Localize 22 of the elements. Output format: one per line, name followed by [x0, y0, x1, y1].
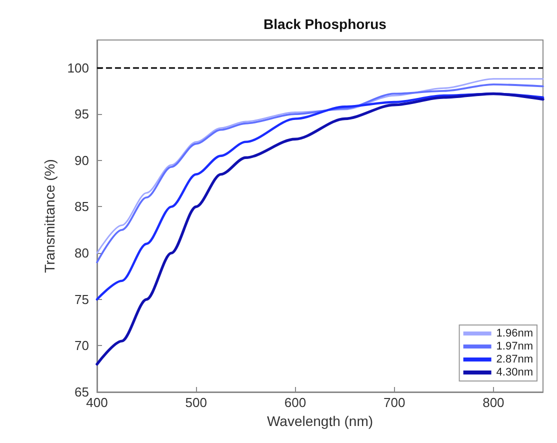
- y-tick-label: 100: [67, 60, 89, 76]
- y-tick-label: 65: [74, 384, 89, 400]
- chart-title: Black Phosphorus: [264, 16, 387, 32]
- x-tick-label: 800: [482, 395, 504, 410]
- legend-label: 1.96nm: [496, 328, 534, 340]
- y-tick-label: 70: [74, 338, 89, 354]
- y-axis-title: Transmittance (%): [41, 159, 58, 273]
- line-series: [96, 92, 544, 301]
- y-tick-label: 85: [74, 199, 89, 214]
- x-axis-title: Wavelength (nm): [266, 412, 374, 429]
- legend-label: 2.87nm: [496, 354, 534, 366]
- y-tick-label: 90: [74, 152, 89, 168]
- legend-label: 4.30nm: [496, 366, 534, 378]
- x-tick-label: 500: [185, 395, 207, 410]
- line-series: [96, 92, 544, 366]
- y-tick-label: 75: [74, 292, 89, 307]
- legend-label: 1.97nm: [496, 340, 534, 352]
- x-tick-label: 400: [86, 395, 108, 410]
- x-tick-label: 700: [383, 395, 406, 410]
- x-tick-label: 600: [284, 395, 306, 410]
- y-tick-label: 80: [74, 246, 89, 261]
- y-tick-label: 95: [74, 106, 89, 122]
